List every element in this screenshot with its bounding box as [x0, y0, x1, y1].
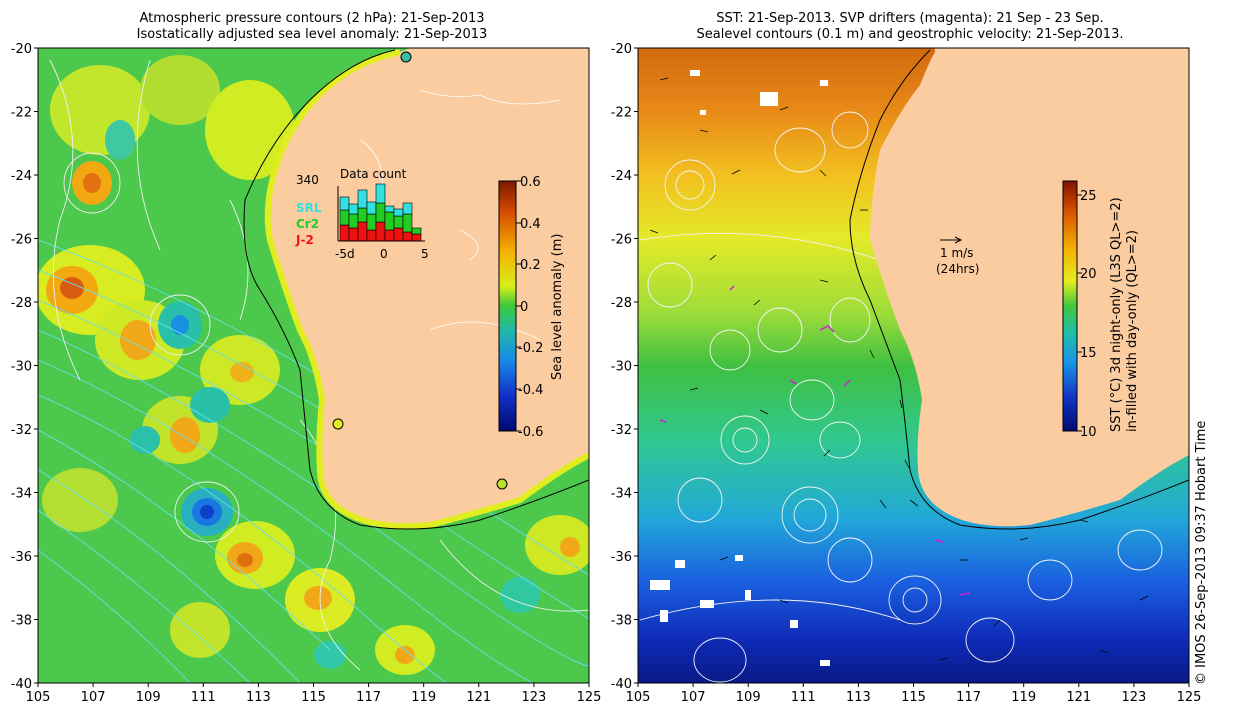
data-count-inset: Data count 340 SRL Cr2 J-2 -5d 0 5: [295, 167, 429, 261]
inset-title: Data count: [340, 167, 407, 181]
inset-tick-5: 5: [421, 247, 429, 261]
left-coastal-band: [264, 49, 589, 530]
sla-cb-tick: 0.4: [520, 217, 541, 232]
sst-cb-tick: 25: [1080, 189, 1097, 204]
sst-colorbar: 25 20 15 10 SST (°C) 3d night-only (L3S …: [1062, 180, 1140, 440]
left-y-tick-label: -40: [11, 677, 32, 692]
left-y-tick-label: -28: [11, 296, 32, 311]
inset-legend-srl: SRL: [296, 201, 322, 215]
inset-bars: [339, 183, 422, 242]
cloud-gaps: [650, 70, 830, 666]
left-x-tick-label: 109: [136, 690, 161, 705]
sla-colorbar: 0.6 0.4 0.2 0 -0.2 -0.4 -0.6 Sea level a…: [498, 175, 565, 440]
left-title-line1: Atmospheric pressure contours (2 hPa): 2…: [139, 11, 484, 26]
right-y-tick-label: -26: [611, 233, 632, 248]
left-axes: 105 107 109 111 113 115 117 119 121 123 125 -20 -22 -…: [11, 42, 602, 705]
right-x-tick-label: 123: [1121, 690, 1146, 705]
left-y-tick-label: -30: [11, 360, 32, 375]
left-y-tick-label: -26: [11, 233, 32, 248]
right-title-line2: Sealevel contours (0.1 m) and geostrophi…: [697, 27, 1124, 42]
right-x-tick-label: 113: [846, 690, 871, 705]
left-y-tick-label: -24: [11, 169, 32, 184]
left-x-tick-label: 105: [26, 690, 51, 705]
sla-map: [38, 48, 589, 683]
left-panel: Atmospheric pressure contours (2 hPa): 2…: [37, 11, 590, 684]
right-x-tick-label: 109: [736, 690, 761, 705]
sst-colorbar-label-1: SST (°C) 3d night-only (L3S QL>=2): [1109, 197, 1124, 432]
inset-tick-minus5: -5d: [335, 247, 355, 261]
sla-cb-tick: 0.2: [520, 258, 541, 273]
left-y-tick-label: -38: [11, 614, 32, 629]
right-y-tick-label: -36: [611, 550, 632, 565]
left-x-tick-label: 113: [246, 690, 271, 705]
sst-cb-tick: 10: [1080, 425, 1097, 440]
scale-sublabel: (24hrs): [936, 262, 979, 276]
tide-gauge-marker: [400, 51, 412, 63]
right-land: [870, 48, 1189, 527]
left-x-tick-label: 107: [81, 690, 106, 705]
inset-legend-j2: J-2: [295, 233, 314, 247]
velocity-arrows: [649, 77, 1149, 661]
right-axes: 105 107 109 111 113 115 117 119 121 123 125 -20 -22 -…: [611, 42, 1202, 705]
right-x-tick-label: 121: [1066, 690, 1091, 705]
sla-cb-tick: -0.4: [518, 383, 543, 398]
left-x-tick-label: 121: [466, 690, 491, 705]
sla-cb-tick: -0.2: [518, 341, 543, 356]
left-x-tick-label: 123: [521, 690, 546, 705]
right-y-tick-label: -28: [611, 296, 632, 311]
sst-colorbar-label-2: in-filled with day-only (QL>=2): [1125, 230, 1140, 432]
right-y-tick-label: -38: [611, 614, 632, 629]
left-y-tick-label: -20: [11, 42, 32, 57]
svp-drifters: [659, 285, 971, 596]
sla-positive-cores: [46, 161, 580, 664]
inset-max-label: 340: [296, 173, 319, 187]
left-y-tick-label: -22: [11, 106, 32, 121]
left-x-tick-label: 111: [191, 690, 216, 705]
velocity-scale: 1 m/s (24hrs): [936, 236, 979, 276]
tide-gauge-marker: [332, 418, 344, 430]
right-x-tick-label: 125: [1177, 690, 1202, 705]
right-y-tick-label: -24: [611, 169, 632, 184]
left-x-tick-label: 119: [411, 690, 436, 705]
sst-map: 1 m/s (24hrs): [638, 48, 1189, 683]
right-panel: SST: 21-Sep-2013. SVP drifters (magenta)…: [637, 11, 1190, 684]
right-y-tick-label: -32: [611, 423, 632, 438]
right-title-line1: SST: 21-Sep-2013. SVP drifters (magenta)…: [716, 11, 1104, 26]
left-y-tick-label: -36: [11, 550, 32, 565]
sla-cb-tick: 0: [520, 300, 528, 315]
right-x-tick-label: 117: [956, 690, 981, 705]
right-x-tick-label: 115: [901, 690, 926, 705]
right-y-tick-label: -22: [611, 106, 632, 121]
sst-cb-tick: 15: [1080, 346, 1097, 361]
sla-colorbar-label: Sea level anomaly (m): [550, 234, 565, 380]
right-y-tick-label: -40: [611, 677, 632, 692]
inset-legend-cr2: Cr2: [296, 217, 319, 231]
credit-text: © IMOS 26-Sep-2013 09:37 Hobart Time: [1194, 421, 1209, 685]
sst-cb-tick: 20: [1080, 267, 1097, 282]
left-y-tick-label: -32: [11, 423, 32, 438]
right-y-tick-label: -20: [611, 42, 632, 57]
inset-tick-0: 0: [380, 247, 388, 261]
right-y-tick-label: -30: [611, 360, 632, 375]
right-x-tick-label: 111: [791, 690, 816, 705]
left-x-tick-label: 115: [301, 690, 326, 705]
sla-cb-tick: -0.6: [518, 425, 543, 440]
left-x-tick-label: 125: [577, 690, 602, 705]
left-title-line2: Isostatically adjusted sea level anomaly…: [137, 27, 488, 42]
right-shelf-edge: [849, 49, 1189, 530]
land-topo-lines: [359, 89, 561, 341]
right-y-tick-label: -34: [611, 487, 632, 502]
sealevel-contours: [639, 111, 1163, 683]
tide-gauge-marker: [496, 478, 508, 490]
left-x-tick-label: 117: [356, 690, 381, 705]
right-x-tick-label: 105: [626, 690, 651, 705]
left-shelf-edge: [243, 49, 589, 530]
left-y-tick-label: -34: [11, 487, 32, 502]
scale-label: 1 m/s: [940, 246, 973, 260]
right-x-tick-label: 119: [1011, 690, 1036, 705]
right-x-tick-label: 107: [681, 690, 706, 705]
sla-cb-tick: 0.6: [520, 175, 541, 190]
